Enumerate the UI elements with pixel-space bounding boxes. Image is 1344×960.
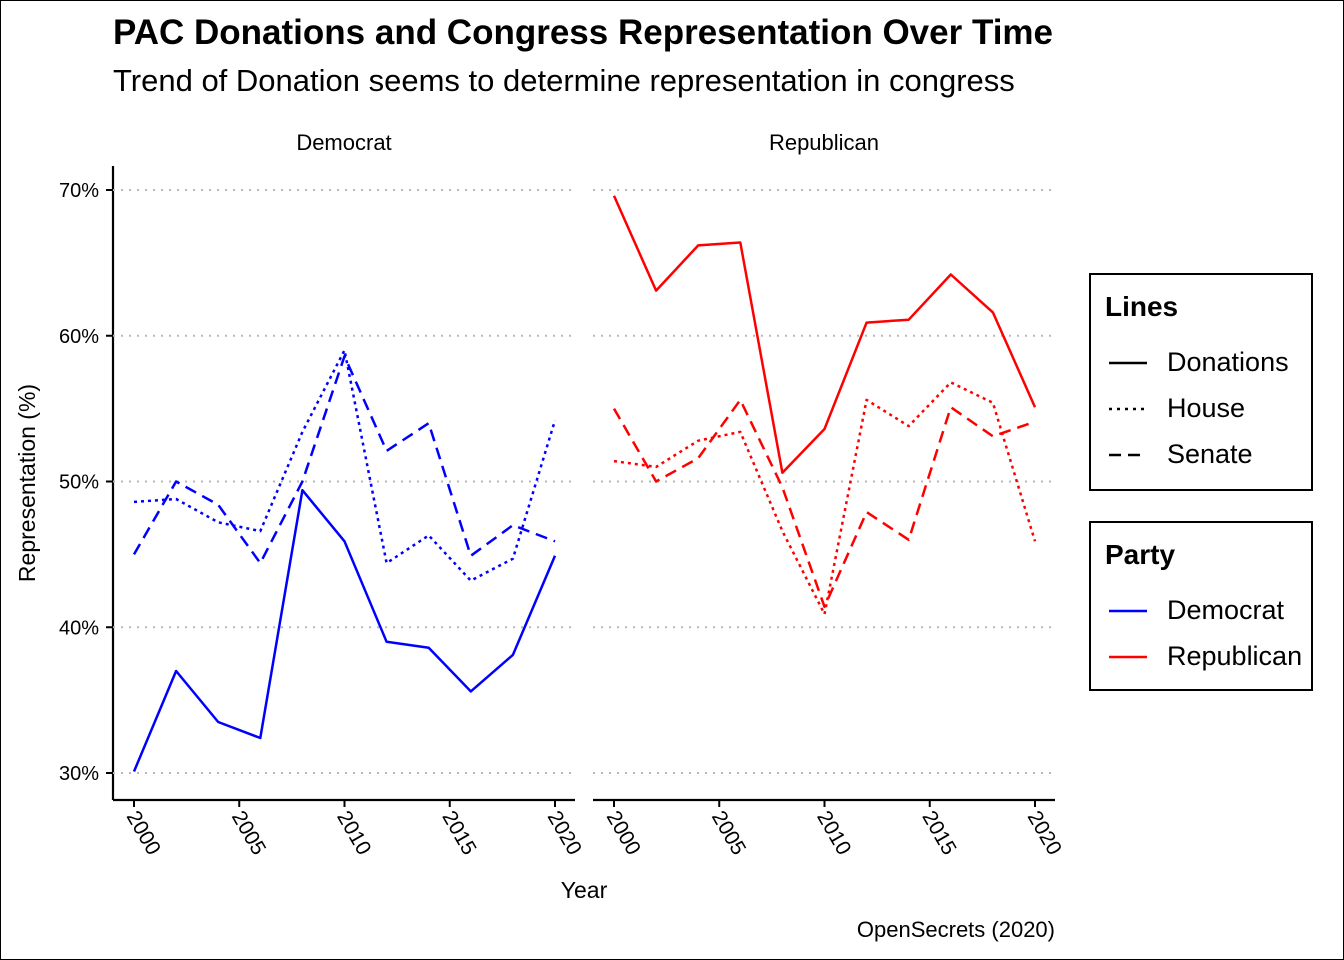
- x-tick-label: 2020: [543, 807, 586, 859]
- facet-label-republican: Republican: [769, 130, 879, 155]
- legend-lines-title: Lines: [1105, 291, 1179, 322]
- y-tick-label: 30%: [59, 763, 99, 785]
- x-tick-label: 2015: [917, 807, 960, 859]
- legend-party: Party Democrat Republican: [1089, 521, 1313, 691]
- legend-label-donations: Donations: [1167, 347, 1289, 377]
- series-line-democrat-house: [133, 349, 557, 582]
- series-line-democrat-donations: [132, 488, 557, 772]
- series-line-republican-donations: [612, 195, 1037, 475]
- y-tick-label: 50%: [59, 472, 99, 494]
- legend-item-donations: Donations: [1105, 343, 1311, 389]
- legend-label-senate: Senate: [1167, 439, 1253, 469]
- x-tick-label: 2015: [437, 807, 480, 859]
- x-tick-label: 2005: [707, 807, 750, 859]
- x-axis-title: Year: [561, 877, 608, 903]
- blue-line-key: [1109, 609, 1147, 613]
- legend-label-democrat: Democrat: [1167, 595, 1285, 625]
- series-line-republican-house: [613, 381, 1037, 616]
- dotted-line-key: [1109, 407, 1147, 411]
- y-tick-label: 40%: [59, 617, 99, 639]
- chart-subtitle: Trend of Donation seems to determine rep…: [113, 63, 1015, 98]
- x-tick-label: 2010: [812, 807, 855, 859]
- y-axis-title: Representation (%): [14, 384, 40, 582]
- solid-line-key: [1109, 361, 1147, 365]
- x-tick-label: 2010: [332, 807, 375, 859]
- y-tick-label: 60%: [59, 326, 99, 348]
- red-line-key: [1109, 655, 1147, 659]
- dashed-line-key: [1109, 453, 1147, 457]
- series-line-republican-senate: [612, 398, 1036, 609]
- legend-lines: Lines Donations House Senate: [1089, 273, 1313, 491]
- legend-item-democrat: Democrat: [1105, 591, 1311, 637]
- x-tick-label: 2000: [122, 807, 165, 859]
- x-tick-label: 2005: [227, 807, 270, 859]
- chart-caption: OpenSecrets (2020): [856, 917, 1055, 942]
- facet-label-democrat: Democrat: [296, 130, 391, 155]
- legend-party-title: Party: [1105, 539, 1176, 570]
- legend-item-senate: Senate: [1105, 435, 1311, 481]
- legend-item-republican: Republican: [1105, 637, 1311, 683]
- y-tick-label: 70%: [59, 180, 99, 202]
- series-line-democrat-senate: [132, 354, 556, 565]
- chart-title: PAC Donations and Congress Representatio…: [113, 13, 1054, 52]
- legend-label-republican: Republican: [1167, 641, 1303, 671]
- legend-item-house: House: [1105, 389, 1311, 435]
- x-tick-label: 2000: [602, 807, 645, 859]
- x-tick-label: 2020: [1023, 807, 1066, 859]
- legend-label-house: House: [1167, 393, 1246, 423]
